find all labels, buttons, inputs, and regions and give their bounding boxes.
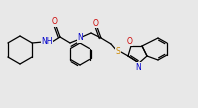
Text: O: O — [127, 37, 133, 45]
Text: O: O — [93, 18, 99, 28]
Text: N: N — [77, 33, 83, 43]
Text: N: N — [135, 63, 141, 71]
Text: O: O — [52, 17, 58, 26]
Text: S: S — [116, 47, 120, 56]
Text: NH: NH — [41, 37, 53, 47]
